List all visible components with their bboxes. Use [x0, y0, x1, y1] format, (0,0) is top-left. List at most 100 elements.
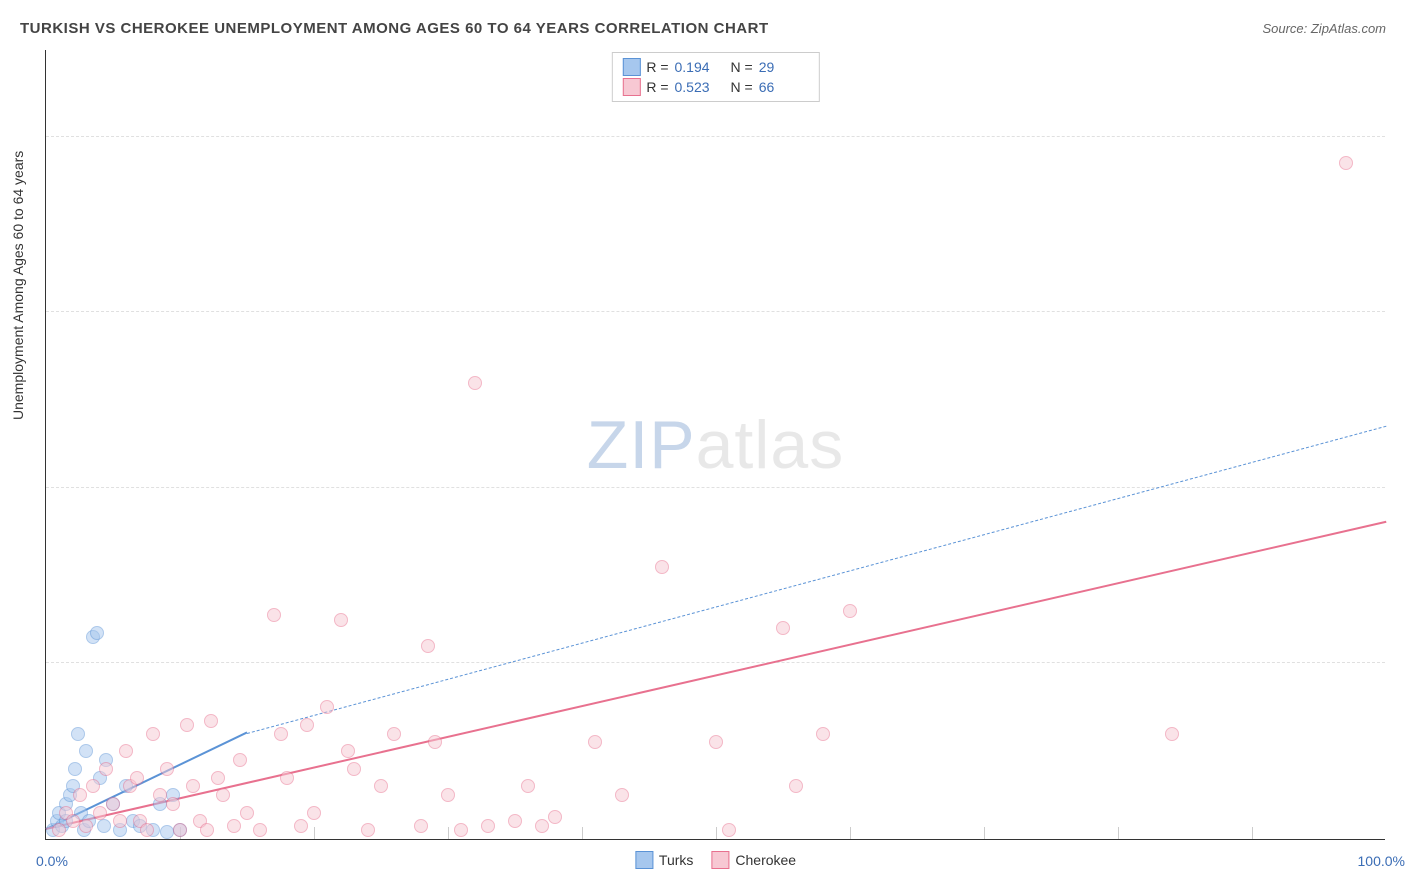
data-point [79, 819, 93, 833]
data-point [130, 771, 144, 785]
stats-swatch [622, 58, 640, 76]
data-point [173, 823, 187, 837]
data-point [816, 727, 830, 741]
data-point [180, 718, 194, 732]
y-tick-label: 80.0% [1395, 129, 1406, 145]
data-point [776, 621, 790, 635]
watermark-zip: ZIP [587, 407, 696, 483]
data-point [66, 814, 80, 828]
stats-r-label: R = [646, 79, 668, 95]
legend-label: Cherokee [735, 852, 796, 868]
data-point [86, 779, 100, 793]
data-point [341, 744, 355, 758]
scatter-plot: ZIPatlas 0.0% 100.0% R =0.194N =29R =0.5… [45, 50, 1385, 840]
data-point [454, 823, 468, 837]
data-point [280, 771, 294, 785]
stats-row: R =0.523N =66 [622, 77, 808, 97]
source-label: Source: ZipAtlas.com [1262, 21, 1386, 36]
data-point [90, 626, 104, 640]
data-point [52, 823, 66, 837]
stats-r-value: 0.194 [675, 59, 725, 75]
data-point [655, 560, 669, 574]
x-tick-min: 0.0% [36, 853, 68, 869]
data-point [146, 727, 160, 741]
data-point [481, 819, 495, 833]
data-point [166, 797, 180, 811]
data-point [153, 788, 167, 802]
data-point [361, 823, 375, 837]
data-point [414, 819, 428, 833]
legend-swatch [711, 851, 729, 869]
data-point [428, 735, 442, 749]
data-point [73, 788, 87, 802]
data-point [106, 797, 120, 811]
data-point [93, 806, 107, 820]
x-minor-tick [850, 827, 851, 839]
legend-item: Cherokee [711, 851, 796, 869]
trend-line [46, 521, 1386, 830]
data-point [521, 779, 535, 793]
data-point [119, 744, 133, 758]
data-point [508, 814, 522, 828]
stats-n-value: 66 [759, 79, 809, 95]
trend-line [247, 425, 1386, 733]
data-point [334, 613, 348, 627]
data-point [99, 762, 113, 776]
legend-swatch [635, 851, 653, 869]
data-point [200, 823, 214, 837]
data-point [347, 762, 361, 776]
data-point [307, 806, 321, 820]
y-tick-label: 40.0% [1395, 480, 1406, 496]
data-point [204, 714, 218, 728]
x-minor-tick [448, 827, 449, 839]
data-point [320, 700, 334, 714]
data-point [548, 810, 562, 824]
data-point [441, 788, 455, 802]
gridline-h [46, 487, 1385, 488]
x-minor-tick [1252, 827, 1253, 839]
x-minor-tick [314, 827, 315, 839]
data-point [140, 823, 154, 837]
x-minor-tick [1118, 827, 1119, 839]
data-point [160, 762, 174, 776]
data-point [843, 604, 857, 618]
y-tick-label: 60.0% [1395, 304, 1406, 320]
y-axis-label: Unemployment Among Ages 60 to 64 years [10, 151, 26, 420]
legend: Turks Cherokee [635, 851, 796, 869]
data-point [216, 788, 230, 802]
data-point [113, 814, 127, 828]
watermark: ZIPatlas [587, 406, 844, 484]
gridline-h [46, 136, 1385, 137]
stats-r-value: 0.523 [675, 79, 725, 95]
legend-item: Turks [635, 851, 693, 869]
x-minor-tick [582, 827, 583, 839]
x-minor-tick [984, 827, 985, 839]
chart-header: TURKISH VS CHEROKEE UNEMPLOYMENT AMONG A… [20, 20, 1386, 37]
watermark-atlas: atlas [696, 407, 845, 483]
stats-n-value: 29 [759, 59, 809, 75]
data-point [709, 735, 723, 749]
data-point [186, 779, 200, 793]
stats-box: R =0.194N =29R =0.523N =66 [611, 52, 819, 102]
stats-r-label: R = [646, 59, 668, 75]
data-point [160, 825, 174, 839]
data-point [387, 727, 401, 741]
data-point [300, 718, 314, 732]
chart-title: TURKISH VS CHEROKEE UNEMPLOYMENT AMONG A… [20, 20, 769, 37]
stats-swatch [622, 78, 640, 96]
data-point [79, 744, 93, 758]
data-point [274, 727, 288, 741]
data-point [68, 762, 82, 776]
data-point [294, 819, 308, 833]
data-point [468, 376, 482, 390]
data-point [267, 608, 281, 622]
data-point [71, 727, 85, 741]
data-point [421, 639, 435, 653]
gridline-h [46, 662, 1385, 663]
data-point [374, 779, 388, 793]
data-point [233, 753, 247, 767]
legend-label: Turks [659, 852, 693, 868]
x-tick-max: 100.0% [1358, 853, 1405, 869]
data-point [1165, 727, 1179, 741]
gridline-h [46, 311, 1385, 312]
